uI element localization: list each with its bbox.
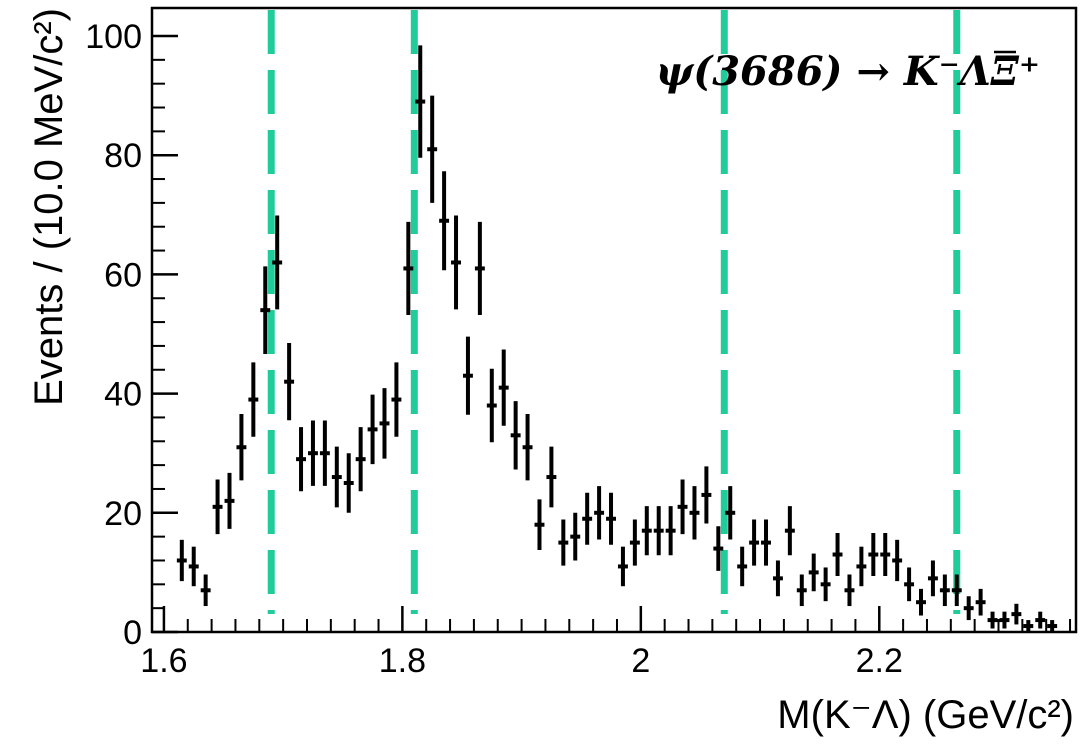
y-tick-label: 100 xyxy=(85,18,142,56)
data-point xyxy=(892,539,903,582)
data-point xyxy=(594,486,605,540)
data-point xyxy=(796,574,807,607)
data-point xyxy=(856,546,867,587)
data-point xyxy=(808,553,819,592)
data-point xyxy=(665,506,676,556)
data-point xyxy=(391,362,402,437)
data-point xyxy=(212,479,223,535)
data-point xyxy=(653,506,664,556)
data-point xyxy=(188,546,199,587)
x-tick-label: 1.8 xyxy=(379,642,426,680)
data-point xyxy=(546,446,557,508)
vertical-dashed-lines xyxy=(267,10,961,614)
data-point xyxy=(629,519,640,566)
data-point xyxy=(498,349,509,426)
data-point xyxy=(1047,620,1058,632)
data-point xyxy=(236,414,247,481)
y-tick-label: 0 xyxy=(123,614,142,652)
data-point xyxy=(987,611,998,629)
data-point xyxy=(522,414,533,481)
data-point xyxy=(486,368,497,443)
y-tick-label: 40 xyxy=(104,376,142,414)
data-point xyxy=(844,574,855,607)
data-point xyxy=(176,539,187,582)
data-point xyxy=(510,401,521,470)
x-tick-label: 1.6 xyxy=(140,642,187,680)
data-point xyxy=(319,420,330,486)
data-point xyxy=(975,588,986,616)
y-axis-ticks: 0 20 40 60 80 100 xyxy=(85,18,178,652)
data-point xyxy=(820,567,831,602)
data-point xyxy=(606,492,616,545)
data-point xyxy=(939,574,950,607)
data-point xyxy=(737,546,748,587)
data-point xyxy=(641,506,652,556)
data-point xyxy=(880,533,891,577)
x-axis-ticks: 1.6 1.8 2 2.2 xyxy=(140,606,1072,680)
data-point xyxy=(1011,603,1022,625)
x-axis-label: M(K⁻Λ) (GeV/c²) xyxy=(777,693,1074,737)
data-point xyxy=(284,343,295,421)
data-point xyxy=(200,574,211,607)
data-points xyxy=(176,45,1058,632)
data-point xyxy=(617,546,628,587)
y-tick-label: 80 xyxy=(104,137,142,175)
data-point xyxy=(427,95,438,203)
data-point xyxy=(868,533,879,577)
data-point xyxy=(916,588,926,616)
data-point xyxy=(558,519,569,566)
x-tick-label: 2.2 xyxy=(856,642,903,680)
data-point xyxy=(582,492,593,545)
data-point xyxy=(689,486,700,540)
data-point xyxy=(701,466,712,524)
data-point xyxy=(772,560,783,597)
data-point xyxy=(725,486,736,540)
data-point xyxy=(331,446,342,508)
data-point xyxy=(367,394,378,465)
data-point xyxy=(474,221,485,315)
x-tick-label: 2 xyxy=(631,642,650,680)
data-point xyxy=(677,479,688,535)
data-point xyxy=(355,427,366,492)
data-point xyxy=(272,215,283,310)
data-point xyxy=(761,519,771,566)
data-point xyxy=(415,45,426,158)
data-point xyxy=(927,560,938,597)
data-point xyxy=(749,519,760,566)
y-axis-label: Events / (10.0 MeV/c²) xyxy=(27,8,71,406)
data-point xyxy=(307,420,318,486)
data-point xyxy=(403,221,414,315)
data-point xyxy=(904,567,915,602)
data-point xyxy=(224,472,235,529)
data-point xyxy=(379,388,390,459)
y-tick-label: 60 xyxy=(104,256,142,294)
data-point xyxy=(963,596,974,621)
data-point xyxy=(534,499,545,551)
data-point xyxy=(296,427,306,492)
data-point xyxy=(713,526,724,571)
data-point xyxy=(832,533,843,577)
data-point xyxy=(951,574,962,607)
decay-annotation: ψ(3686) → K⁻ΛΞ⁺ xyxy=(656,48,1040,95)
y-tick-label: 20 xyxy=(104,495,142,533)
data-point xyxy=(1035,611,1046,629)
data-point xyxy=(343,453,354,513)
data-point xyxy=(1023,620,1034,632)
data-point xyxy=(248,362,259,437)
data-point xyxy=(462,336,473,415)
data-point xyxy=(260,266,271,354)
data-point xyxy=(999,611,1010,629)
data-point xyxy=(439,171,450,271)
plot-frame xyxy=(150,6,1078,634)
data-point xyxy=(570,512,581,561)
data-point xyxy=(784,506,795,556)
data-point xyxy=(451,215,461,310)
